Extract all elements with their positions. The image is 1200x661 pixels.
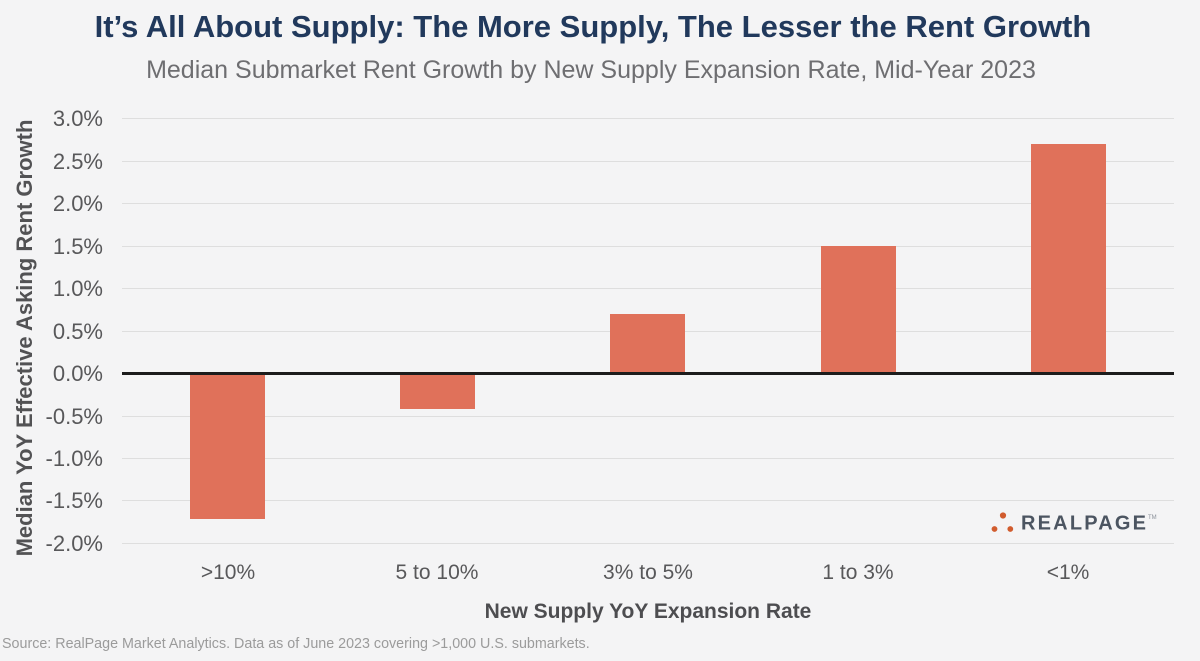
svg-text:TM: TM — [1148, 515, 1157, 521]
svg-text:REALPAGE: REALPAGE — [1021, 513, 1146, 535]
